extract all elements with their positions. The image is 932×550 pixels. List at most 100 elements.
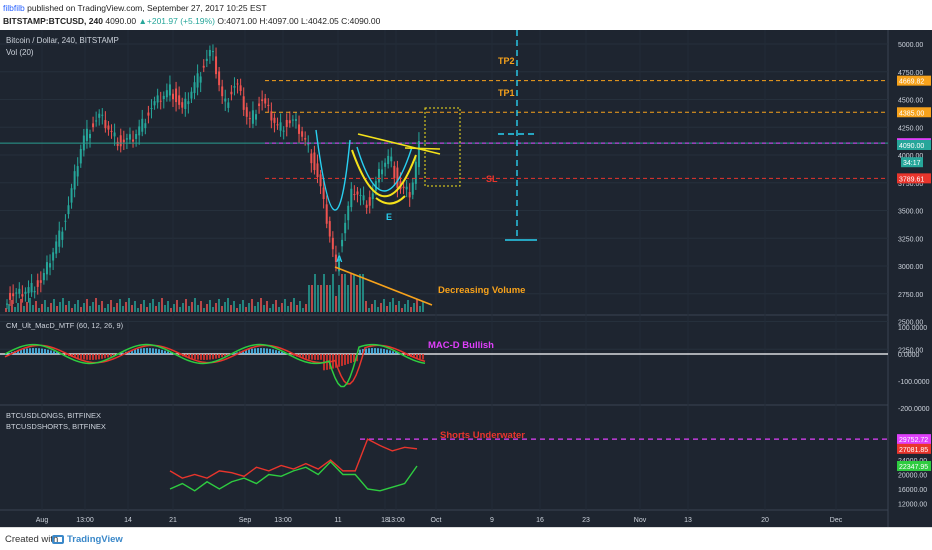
volume-bar bbox=[227, 298, 229, 312]
macd-histogram-bar bbox=[164, 350, 166, 354]
macd-histogram-bar bbox=[92, 354, 94, 360]
volume-bar bbox=[248, 303, 250, 312]
volume-bar bbox=[17, 303, 19, 312]
candle-body bbox=[42, 272, 45, 281]
volume-bar bbox=[413, 303, 415, 312]
volume-bar bbox=[26, 302, 28, 312]
level-tag-label: 3789.61 bbox=[899, 176, 924, 183]
volume-bar bbox=[98, 305, 100, 312]
volume-bar bbox=[149, 303, 151, 312]
volume-bar bbox=[335, 296, 337, 312]
candle-body bbox=[261, 99, 264, 102]
volume-bar bbox=[347, 285, 349, 312]
volume-bar bbox=[275, 300, 277, 312]
x-tick-label: 13:00 bbox=[76, 517, 94, 524]
shorts-peak-tag bbox=[897, 434, 931, 445]
candle-body bbox=[36, 280, 39, 287]
candle-body bbox=[365, 204, 368, 208]
annotation-tp1: TP1 bbox=[498, 88, 515, 98]
candle-body bbox=[181, 102, 184, 108]
y-tick-label: 3500.00 bbox=[898, 209, 923, 216]
trendline bbox=[404, 147, 441, 150]
macd-histogram-bar bbox=[101, 354, 103, 359]
tradingview-brand[interactable]: TradingView bbox=[67, 534, 123, 545]
volume-bar bbox=[323, 274, 325, 312]
y-tick-label: 3000.00 bbox=[898, 264, 923, 271]
volume-bar bbox=[212, 307, 214, 312]
candle-body bbox=[215, 56, 218, 75]
candle-body bbox=[61, 231, 64, 240]
candle-body bbox=[273, 117, 276, 123]
chart-header: filbfilb published on TradingView.com, S… bbox=[0, 0, 932, 30]
macd-histogram-bar bbox=[365, 348, 367, 354]
macd-histogram-bar bbox=[161, 349, 163, 354]
macd-histogram-bar bbox=[347, 354, 349, 364]
x-tick-label: 13 bbox=[684, 517, 692, 524]
candle-body bbox=[119, 135, 122, 147]
candle-body bbox=[285, 119, 288, 127]
macd-histogram-bar bbox=[209, 354, 211, 360]
volume-bar bbox=[236, 308, 238, 312]
candle-body bbox=[190, 91, 193, 99]
candle-body bbox=[414, 161, 417, 184]
macd-histogram-bar bbox=[194, 354, 196, 360]
last-price: 4090.00 bbox=[105, 16, 137, 26]
volume-bar bbox=[251, 299, 253, 312]
chart-canvas[interactable]: 5000.00 4750.00 4500.00 4250.00 4000.00 3750.… bbox=[0, 30, 932, 527]
volume-bar bbox=[245, 307, 247, 312]
macd-histogram-bar bbox=[224, 354, 226, 357]
candle-body bbox=[264, 98, 267, 104]
macd-histogram-bar bbox=[215, 354, 217, 359]
macd-histogram-bar bbox=[371, 348, 373, 354]
candle-body bbox=[338, 256, 340, 272]
candle-body bbox=[110, 130, 113, 132]
macd-histogram-bar bbox=[56, 352, 58, 354]
y-tick-label: -100.0000 bbox=[898, 379, 930, 386]
candle-body bbox=[178, 95, 181, 105]
volume-bar bbox=[254, 306, 256, 312]
candle-body bbox=[411, 182, 414, 195]
volume-bar bbox=[59, 302, 61, 312]
macd-histogram-bar bbox=[53, 351, 55, 354]
series-line bbox=[169, 438, 418, 479]
candle-body bbox=[384, 162, 387, 167]
candle-body bbox=[331, 237, 334, 250]
candle-body bbox=[205, 58, 208, 61]
y-tick-label: 16000.00 bbox=[898, 487, 927, 494]
author-link[interactable]: filbfilb bbox=[3, 3, 25, 13]
volume-bar bbox=[242, 300, 244, 312]
volume-bar bbox=[317, 285, 319, 312]
macd-histogram-bar bbox=[206, 354, 208, 360]
volume-bar bbox=[194, 298, 196, 312]
macd-histogram-bar bbox=[203, 354, 205, 360]
volume-bar bbox=[68, 301, 70, 312]
volume-bar bbox=[299, 301, 301, 312]
candle-body bbox=[45, 262, 48, 275]
candle-body bbox=[162, 95, 165, 99]
candle-body bbox=[122, 139, 125, 143]
volume-bar bbox=[200, 301, 202, 312]
x-tick-label: 13:00 bbox=[274, 517, 292, 524]
volume-bar bbox=[224, 302, 226, 312]
candle-body bbox=[199, 76, 202, 83]
volume-bar bbox=[338, 285, 340, 312]
candle-body bbox=[21, 294, 24, 297]
volume-bar bbox=[311, 285, 313, 312]
candle-body bbox=[221, 86, 224, 97]
chart-area[interactable]: 5000.00 4750.00 4500.00 4250.00 4000.00 3750.… bbox=[0, 30, 932, 527]
volume-bar bbox=[110, 300, 112, 312]
candle-body bbox=[175, 88, 178, 103]
volume-bar bbox=[257, 302, 259, 312]
volume-bar bbox=[179, 307, 181, 312]
volume-bar bbox=[416, 299, 418, 312]
candle-body bbox=[9, 292, 12, 300]
macd-histogram-bar bbox=[281, 351, 283, 354]
volume-bar bbox=[176, 300, 178, 312]
candle-body bbox=[387, 155, 390, 165]
macd-histogram-bar bbox=[50, 350, 52, 354]
volume-bar bbox=[302, 308, 304, 312]
volume-bar bbox=[365, 301, 367, 312]
publish-line: filbfilb published on TradingView.com, S… bbox=[3, 3, 267, 13]
volume-bar bbox=[158, 302, 160, 312]
macd-title: CM_Ult_MacD_MTF (60, 12, 26, 9) bbox=[6, 321, 124, 330]
